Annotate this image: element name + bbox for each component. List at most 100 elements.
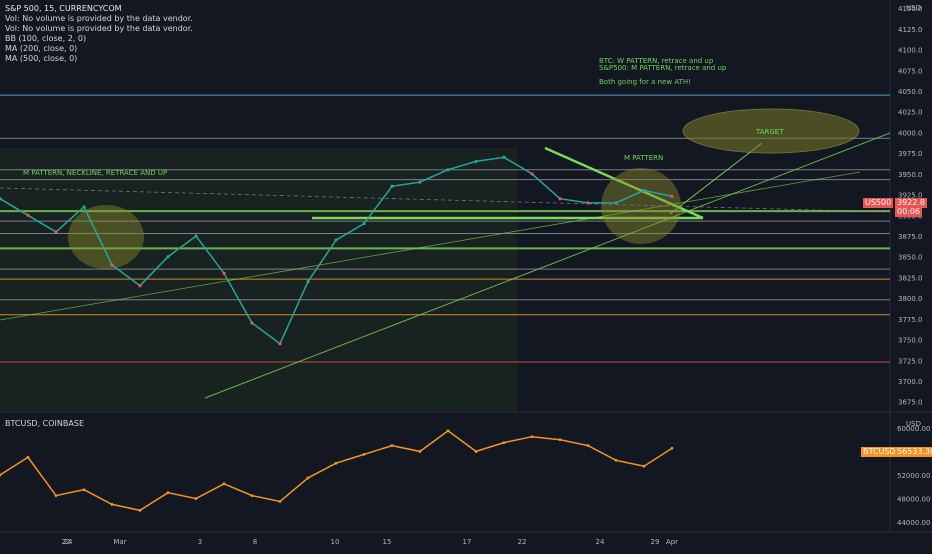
spx-point [670,194,674,198]
spx-point [26,213,30,217]
y-tick-label: 4100.0 [898,47,923,55]
btc-point [306,476,310,480]
btc-point [222,482,226,486]
spx-point [418,180,422,184]
btc-y-tick-label: 52000.00 [897,472,930,480]
spx-point [614,201,618,205]
y-tick-label: 3725.0 [898,357,923,365]
btc-point [138,508,142,512]
spx-point [474,159,478,164]
y-tick-label: 4025.0 [898,109,923,117]
btc-point [446,429,450,433]
x-tick-label: 15 [383,538,392,546]
btc-price-series [0,429,674,512]
x-tick-label: 10 [331,538,340,546]
main-legend: S&P 500, 15, CURRENCYCOM Vol: No volume … [5,4,193,64]
btc-point [194,497,198,500]
y-tick-label: 3875.0 [898,233,923,241]
x-tick-label: 22 [62,538,71,546]
m-pattern-left-label: M PATTERN, NECKLINE, RETRACE AND UP [23,169,168,177]
spx-point [502,155,506,159]
y-tick-label: 4000.0 [898,129,923,137]
spx-point [446,168,450,172]
y-tick-label: 3675.0 [898,399,923,407]
btc-price-tag: 56533.30 [895,447,932,457]
btc-y-tick-label: 60000.00 [897,425,930,433]
m-pattern-left-ellipse [68,205,144,269]
spx-point [222,271,226,275]
x-tick-label: 24 [596,538,605,546]
spx-point [390,184,394,188]
horizontal-levels [0,94,890,363]
btc-point [390,444,394,447]
btc-point [586,444,590,447]
y-tick-label: 3950.0 [898,171,923,179]
target-ellipse [682,108,860,154]
us500-symbol-tag: US500 [863,198,894,208]
btc-point [82,488,86,492]
main-currency: USD [906,4,921,12]
y-tick-label: 3850.0 [898,254,923,262]
btc-point [278,500,282,503]
legend-ma500[interactable]: MA (500, close, 0) [5,54,78,63]
spx-point [138,284,142,288]
spx-point [54,230,58,234]
m-pattern-descending-line [544,146,704,220]
x-tick-label: 29 [651,538,660,546]
trend-lines [0,132,891,399]
btc-point [670,446,674,450]
x-tick-label: 3 [198,538,202,546]
trend-line-lower [0,171,861,321]
x-tick-label: 22 [518,538,527,546]
btc-point [54,494,58,498]
symbol-title[interactable]: S&P 500, 15, CURRENCYCOM [5,4,122,13]
pattern-shapes [68,108,860,269]
legend-vol-2[interactable]: Vol: No volume is provided by the data v… [5,24,193,33]
btc-point [26,455,30,459]
y-tick-label: 3775.0 [898,316,923,324]
spx-point [250,321,254,325]
btc-point [642,464,646,468]
x-tick-label: Apr [666,538,678,546]
btc-point [110,503,114,506]
shaded-region [0,148,518,412]
y-tick-label: 3700.0 [898,378,923,386]
legend-vol-1[interactable]: Vol: No volume is provided by the data v… [5,14,193,23]
btc-y-tick-label: 44000.00 [897,519,930,527]
btc-y-tick-label: 48000.00 [897,496,930,504]
btc-line [0,429,673,512]
spx-point [166,255,170,259]
legend-ma200[interactable]: MA (200, close, 0) [5,44,78,53]
spx-point [642,188,646,193]
m-pattern-right-label: M PATTERN [624,154,664,162]
m-pattern-right-ellipse [601,168,681,244]
y-tick-label: 4150.0 [898,5,923,13]
btc-point [334,461,338,465]
x-tick-label: Mar [113,538,126,546]
y-tick-label: 4050.0 [898,88,923,96]
btc-note: BTC: W PATTERN, retrace and up [599,57,714,65]
spx-price-series [0,155,674,346]
countdown-tag: 00:06 [895,207,923,217]
btc-point [502,441,506,445]
spx-note: S&P500: M PATTERN, retrace and up [599,64,727,72]
btc-currency: USD [906,420,921,428]
x-tick-label: 8 [253,538,257,546]
spx-point [586,201,590,205]
btc-point [0,473,2,477]
x-tick-label: 17 [463,538,472,546]
legend-bb[interactable]: BB (100, close, 2, 0) [5,34,87,43]
spx-point [334,238,338,242]
target-arrow-line [669,142,763,215]
spx-point [530,172,534,176]
spx-point [82,205,86,209]
y-tick-label: 3975.0 [898,150,923,158]
btc-point [166,491,170,495]
ath-note: Both going for a new ATH! [599,78,691,86]
us500-price-tag: 3922.8 [895,198,927,208]
btc-legend[interactable]: BTCUSD, COINBASE [5,419,84,428]
